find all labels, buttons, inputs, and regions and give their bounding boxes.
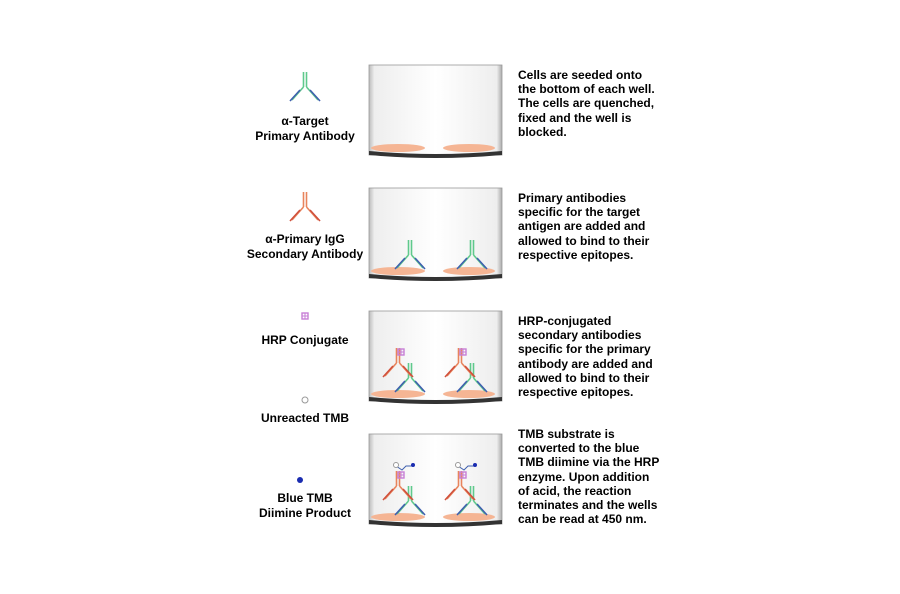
secondary-antibody-icon — [289, 191, 321, 222]
blue-diimine-icon — [297, 477, 303, 483]
legend-primary-antibody: α-Target Primary Antibody — [255, 114, 355, 143]
step-3-description: HRP-conjugated secondary antibodies spec… — [518, 314, 653, 400]
legend-diimine: Blue TMB Diimine Product — [258, 491, 351, 520]
legend-tmb: Unreacted TMB — [260, 411, 349, 425]
unreacted-tmb-icon — [301, 396, 309, 404]
well-step-1 — [368, 64, 503, 159]
legend-secondary-antibody: α-Primary IgG Secondary Antibody — [246, 232, 364, 261]
primary-antibody-icon — [289, 71, 321, 102]
step-2-description: Primary antibodies specific for the targ… — [518, 191, 650, 262]
step-4-description: TMB substrate is converted to the blue T… — [518, 427, 660, 527]
legend-hrp: HRP Conjugate — [261, 333, 349, 347]
hrp-conjugate-icon — [301, 312, 309, 320]
step-1-description: Cells are seeded onto the bottom of each… — [518, 68, 655, 139]
well-step-4 — [368, 433, 503, 528]
well-step-2 — [368, 187, 503, 282]
well-step-3 — [368, 310, 503, 405]
